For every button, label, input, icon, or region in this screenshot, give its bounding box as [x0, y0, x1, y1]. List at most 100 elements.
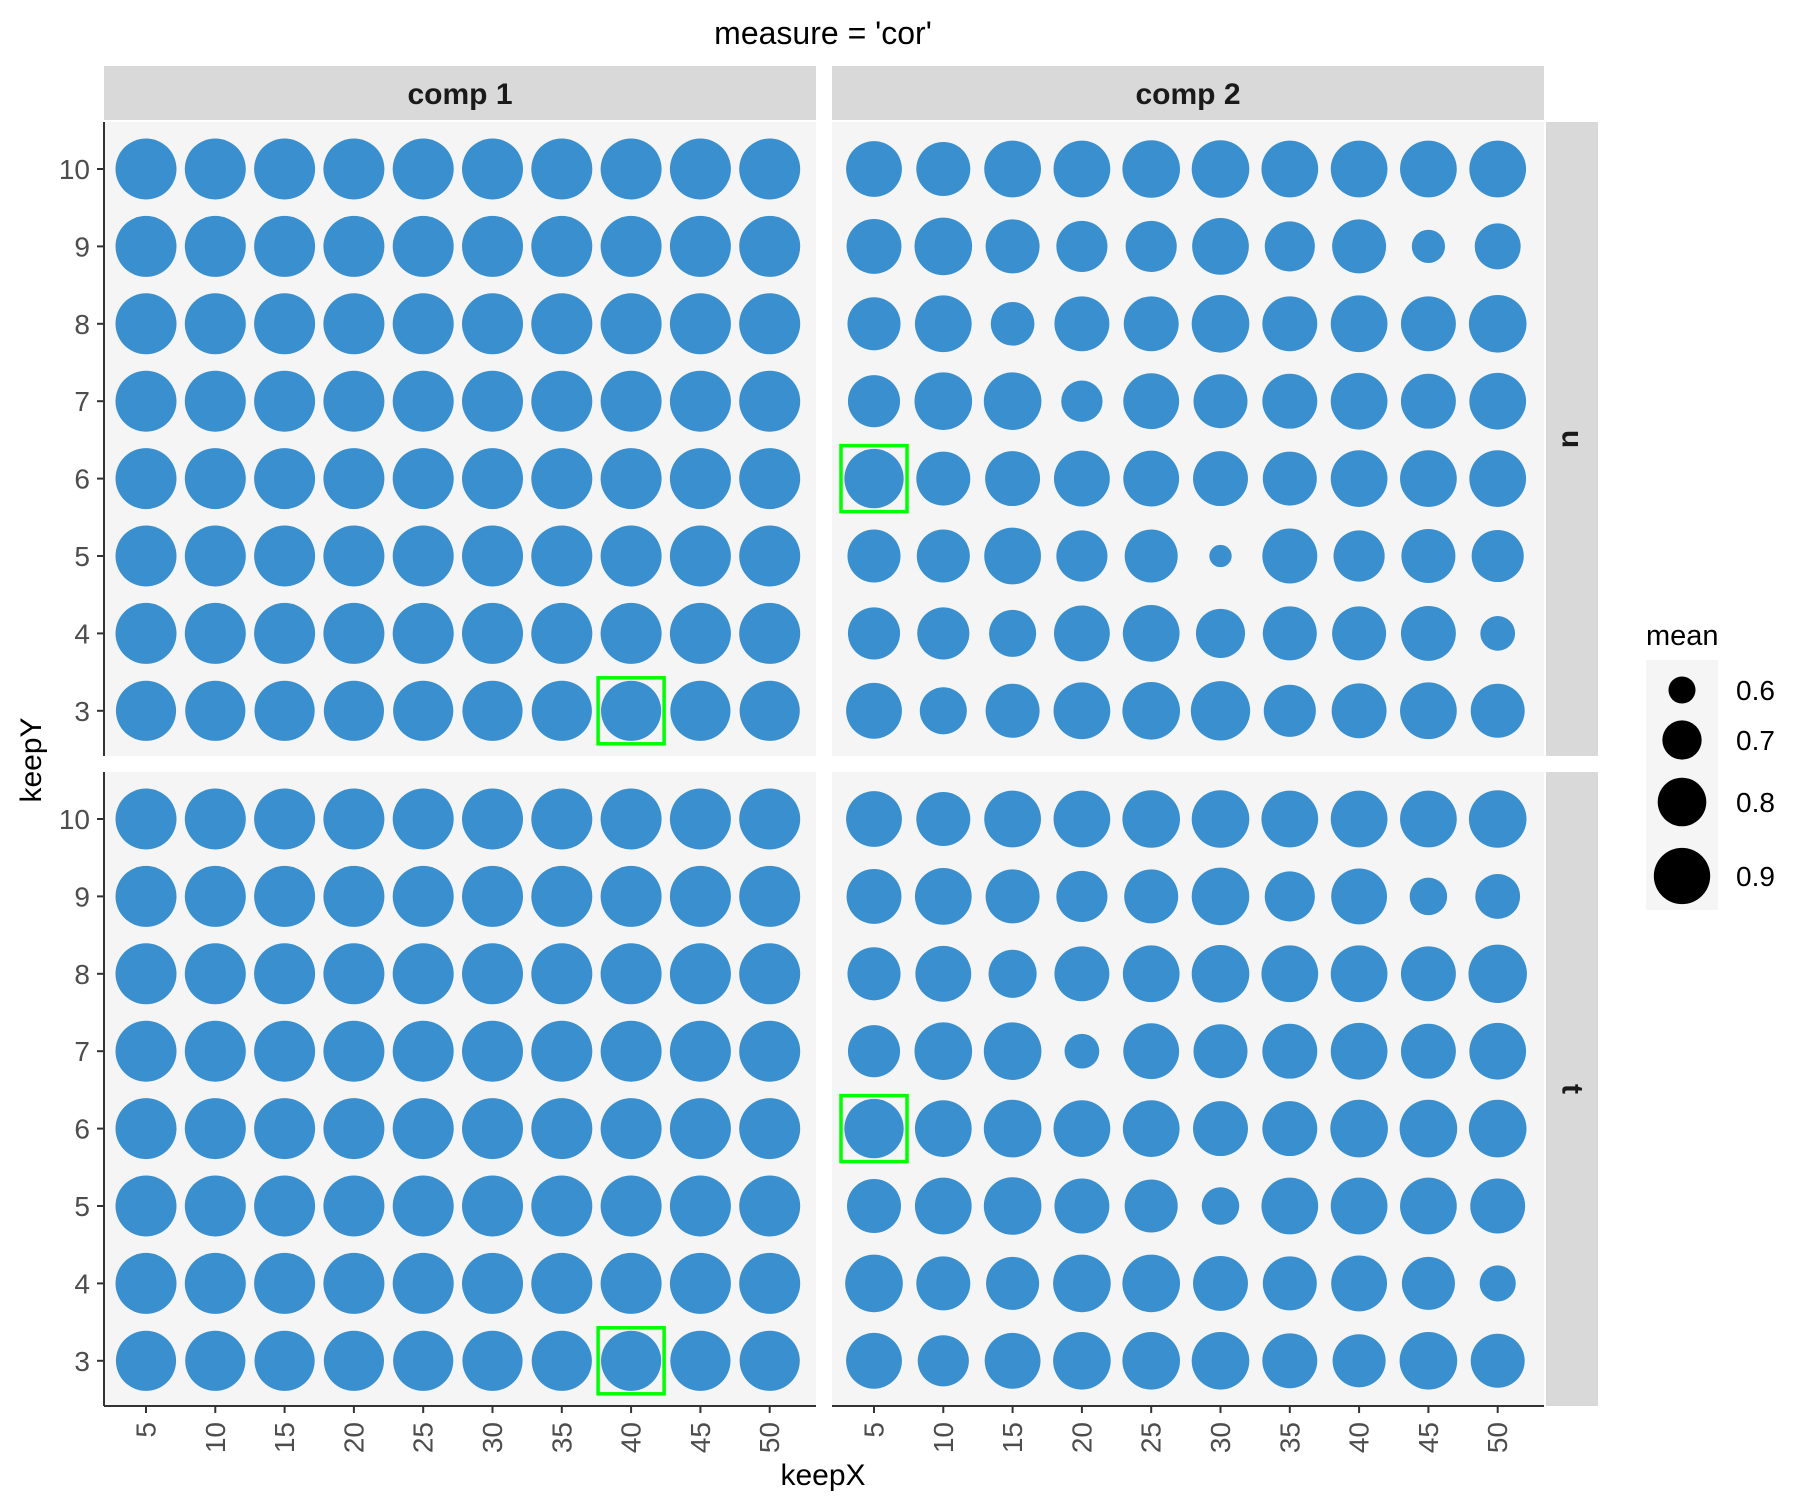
data-point: [1331, 683, 1387, 739]
data-point: [1475, 873, 1521, 919]
data-point: [845, 1254, 903, 1313]
x-tick-label: 30: [1205, 1422, 1236, 1453]
data-point: [1330, 295, 1388, 353]
data-point: [669, 943, 731, 1005]
data-point: [254, 1175, 316, 1237]
data-point: [462, 1098, 523, 1160]
data-point: [1400, 140, 1457, 198]
data-point: [739, 525, 801, 587]
data-point: [1193, 1255, 1248, 1311]
data-point: [323, 138, 385, 200]
data-point: [1333, 530, 1385, 582]
legend-key-dot: [1657, 777, 1707, 827]
x-tick-label: 10: [200, 1422, 231, 1453]
data-point: [1195, 608, 1246, 658]
x-tick-label: 5: [859, 1422, 890, 1438]
data-point: [600, 138, 662, 200]
data-point: [847, 1025, 901, 1078]
data-point: [323, 525, 385, 587]
optimal-highlight-box: [839, 443, 909, 514]
legend-label: 0.7: [1736, 725, 1775, 756]
data-point: [115, 215, 177, 277]
data-point: [115, 788, 177, 850]
data-point: [462, 1020, 523, 1082]
data-point: [115, 525, 177, 587]
y-tick-label: 7: [74, 1036, 90, 1067]
data-point: [600, 1252, 662, 1314]
data-point: [1468, 1099, 1527, 1158]
data-point: [323, 1252, 385, 1314]
data-point: [1064, 1033, 1100, 1069]
data-point: [254, 293, 316, 355]
data-point: [600, 215, 662, 277]
data-point: [254, 138, 316, 200]
data-point: [1053, 140, 1111, 198]
data-point: [1124, 1179, 1178, 1233]
data-point: [847, 297, 901, 351]
y-tick-label: 4: [74, 1268, 90, 1299]
legend-key-dot: [1668, 676, 1696, 704]
data-point: [669, 1175, 731, 1237]
data-point: [1479, 1265, 1516, 1302]
x-tick-label: 5: [131, 1422, 162, 1438]
data-point: [983, 1022, 1042, 1081]
data-point: [1054, 946, 1110, 1002]
panel-background: [832, 122, 1544, 756]
data-point: [847, 947, 901, 1001]
data-point: [115, 293, 177, 355]
data-point: [392, 215, 454, 277]
data-point: [1261, 945, 1319, 1003]
data-point: [392, 943, 454, 1005]
data-point: [739, 1098, 801, 1160]
y-tick-label: 9: [74, 231, 90, 262]
data-point: [254, 865, 316, 927]
data-point: [983, 1177, 1042, 1235]
column-strip: [104, 66, 816, 120]
data-point: [1330, 1177, 1388, 1235]
data-point: [1330, 140, 1388, 198]
data-point: [254, 1252, 316, 1314]
data-point: [1193, 451, 1248, 507]
y-tick-label: 9: [74, 881, 90, 912]
chart-title: measure = 'cor': [714, 15, 932, 51]
data-point: [986, 1256, 1040, 1310]
data-point: [1056, 530, 1108, 582]
data-point: [115, 602, 177, 664]
data-point: [1193, 374, 1248, 429]
data-point: [1262, 451, 1317, 506]
data-point: [1469, 450, 1527, 507]
data-point: [462, 448, 523, 510]
x-tick-label: 15: [997, 1422, 1028, 1453]
data-point: [1262, 296, 1318, 352]
data-point: [600, 943, 662, 1005]
data-point: [1191, 1331, 1250, 1390]
data-point: [184, 215, 246, 277]
data-point: [531, 943, 593, 1005]
data-point: [739, 1175, 801, 1237]
data-point: [323, 788, 385, 850]
data-point: [844, 1098, 904, 1159]
data-point: [1191, 944, 1250, 1003]
data-point: [323, 602, 385, 664]
data-point: [739, 680, 800, 741]
data-point: [254, 788, 316, 850]
data-point: [184, 1175, 246, 1237]
data-point: [1400, 790, 1457, 848]
data-point: [669, 138, 731, 200]
data-point: [669, 1252, 731, 1314]
data-point: [184, 525, 246, 587]
data-point: [1468, 790, 1527, 848]
data-point: [1056, 220, 1108, 272]
data-point: [985, 451, 1041, 507]
data-point: [669, 370, 731, 432]
data-point: [462, 680, 523, 741]
data-point: [115, 865, 177, 927]
data-point: [392, 1020, 454, 1082]
data-point: [1053, 1100, 1111, 1157]
data-point: [600, 448, 662, 510]
data-point: [1399, 1099, 1458, 1158]
data-point: [392, 602, 454, 664]
x-tick-label: 25: [1136, 1422, 1167, 1453]
data-point: [1262, 373, 1318, 429]
data-point: [984, 790, 1041, 848]
